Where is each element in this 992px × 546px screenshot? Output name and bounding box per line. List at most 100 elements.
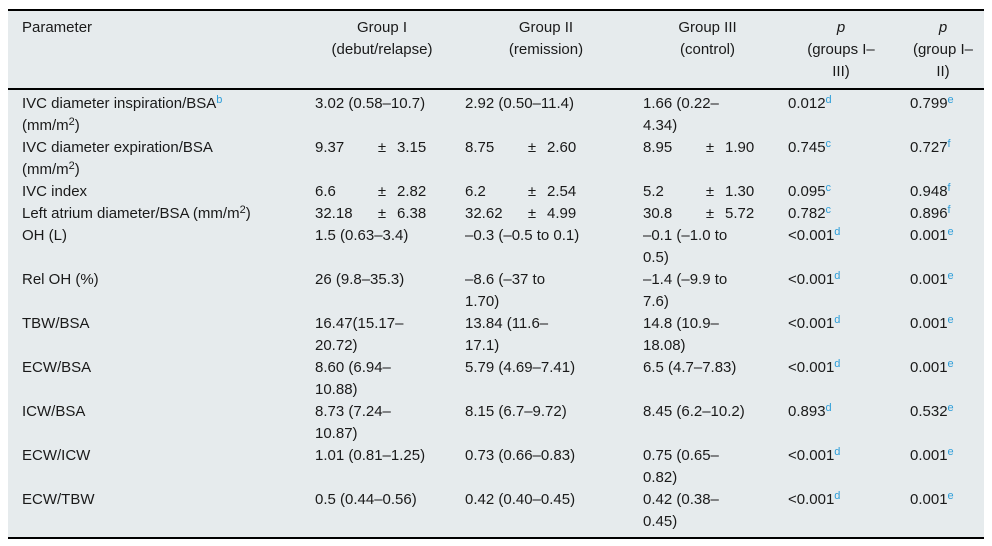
cell-group-iii: –0.1 (–1.0 to 0.5) — [643, 227, 728, 266]
table-row: TBW/BSA 16.47(15.17– 20.72) 13.84 (11.6– 17.… — [8, 313, 984, 357]
cell-group-ii: 5.79 (4.69–7.41) — [465, 359, 576, 376]
cell-parameter: Rel OH (%) — [22, 271, 99, 288]
footnote-link[interactable]: e — [947, 358, 954, 371]
footnote-link[interactable]: c — [825, 204, 832, 217]
plus-minus: ± — [377, 183, 387, 200]
cell-group-i: 1.01 (0.81–1.25) — [315, 447, 426, 464]
cell-p-groups-i-iii: 0.893d — [788, 402, 832, 420]
cell-group-i: 8.73 (7.24– 10.87) — [315, 403, 391, 442]
cell-group-ii: –0.3 (–0.5 to 0.1) — [465, 227, 580, 244]
cell-p-group-i-ii: 0.532e — [910, 402, 954, 420]
cell-p-groups-i-iii: <0.001d — [788, 226, 841, 244]
footnote-link[interactable]: c — [825, 138, 832, 151]
exponent: 2 — [68, 116, 75, 129]
cell-p-group-i-ii: 0.001e — [910, 490, 954, 508]
table-row: IVC diameter expiration/BSA (mm/m2) 9.37 ±3… — [8, 137, 984, 181]
footnote-link[interactable]: e — [947, 270, 954, 283]
table-row: ECW/ICW 1.01 (0.81–1.25) 0.73 (0.66–0.83) 0… — [8, 445, 984, 489]
table-row: IVC diameter inspiration/BSAb (mm/m2) 3.02… — [8, 89, 984, 137]
table-body: IVC diameter inspiration/BSAb (mm/m2) 3.02… — [8, 89, 984, 538]
table-row: Rel OH (%) 26 (9.8–35.3) –8.6 (–37 to 1.70)… — [8, 269, 984, 313]
cell-p-group-i-ii: 0.001e — [910, 314, 954, 332]
cell-group-i: 8.60 (6.94– 10.88) — [315, 359, 391, 398]
footnote-link[interactable]: e — [947, 226, 954, 239]
header-group-iii: Group III (control) — [635, 10, 780, 90]
header-p-groups-i-iii: p (groups I– III) — [780, 10, 902, 90]
table-row: ECW/BSA 8.60 (6.94– 10.88) 5.79 (4.69–7.41)… — [8, 357, 984, 401]
cell-group-ii: –8.6 (–37 to 1.70) — [465, 271, 546, 310]
table-row: OH (L) 1.5 (0.63–3.4) –0.3 (–0.5 to 0.1) –0… — [8, 225, 984, 269]
footnote-link[interactable]: f — [947, 182, 951, 195]
footnote-link[interactable]: e — [947, 402, 954, 415]
results-table: Parameter Group I (debut/relapse) Group I… — [8, 9, 984, 539]
header-group-ii: Group II (remission) — [457, 10, 635, 90]
cell-group-iii: 8.45 (6.2–10.2) — [643, 403, 745, 420]
footnote-link[interactable]: d — [834, 358, 841, 371]
footnote-link[interactable]: d — [834, 314, 841, 327]
footnote-link[interactable]: c — [825, 182, 832, 195]
cell-group-iii: 14.8 (10.9– 18.08) — [643, 315, 719, 354]
cell-group-ii: 32.62 ±4.99 — [457, 203, 635, 225]
header-parameter: Parameter — [8, 10, 307, 90]
cell-parameter: IVC index — [22, 183, 88, 200]
footnote-link[interactable]: d — [834, 446, 841, 459]
footnote-link[interactable]: e — [947, 94, 954, 107]
exponent: 2 — [68, 160, 75, 173]
cell-group-i: 26 (9.8–35.3) — [315, 271, 405, 288]
cell-p-group-i-ii: 0.001e — [910, 226, 954, 244]
footnote-link[interactable]: f — [947, 138, 951, 151]
cell-p-group-i-ii: 0.001e — [910, 446, 954, 464]
cell-group-i: 0.5 (0.44–0.56) — [315, 491, 417, 508]
cell-group-iii: 6.5 (4.7–7.83) — [643, 359, 737, 376]
footnote-link[interactable]: e — [947, 490, 954, 503]
cell-parameter: ECW/TBW — [22, 491, 95, 508]
footnote-link[interactable]: b — [216, 94, 223, 107]
cell-p-groups-i-iii: <0.001d — [788, 270, 841, 288]
table-row: IVC index 6.6 ±2.82 6.2 ±2.54 5.2 ±1.30 0.095c 0… — [8, 181, 984, 203]
cell-p-groups-i-iii: <0.001d — [788, 358, 841, 376]
cell-group-iii: 8.95 ±1.90 — [635, 137, 780, 181]
cell-p-groups-i-iii: <0.001d — [788, 314, 841, 332]
cell-group-i: 16.47(15.17– 20.72) — [315, 315, 404, 354]
cell-p-group-i-ii: 0.896f — [910, 204, 951, 222]
table-row: Left atrium diameter/BSA (mm/m2) 32.18 ±6.… — [8, 203, 984, 225]
footnote-link[interactable]: e — [947, 314, 954, 327]
footnote-link[interactable]: d — [834, 226, 841, 239]
cell-parameter: IVC diameter expiration/BSA (mm/m2) — [22, 139, 213, 178]
plus-minus: ± — [377, 205, 387, 222]
footnote-link[interactable]: d — [834, 490, 841, 503]
cell-group-i: 6.6 ±2.82 — [307, 181, 457, 203]
cell-p-groups-i-iii: <0.001d — [788, 446, 841, 464]
cell-p-group-i-ii: 0.948f — [910, 182, 951, 200]
table-row: ECW/TBW 0.5 (0.44–0.56) 0.42 (0.40–0.45) 0.… — [8, 489, 984, 538]
footnote-link[interactable]: d — [834, 270, 841, 283]
footnote-link[interactable]: f — [947, 204, 951, 217]
cell-p-groups-i-iii: 0.745c — [788, 138, 832, 156]
footnote-link[interactable]: e — [947, 446, 954, 459]
cell-parameter: ECW/ICW — [22, 447, 91, 464]
cell-p-group-i-ii: 0.001e — [910, 270, 954, 288]
exponent: 2 — [239, 204, 246, 217]
cell-group-iii: –1.4 (–9.9 to 7.6) — [643, 271, 728, 310]
cell-p-groups-i-iii: 0.095c — [788, 182, 832, 200]
cell-parameter: TBW/BSA — [22, 315, 90, 332]
cell-parameter: ECW/BSA — [22, 359, 92, 376]
cell-group-iii: 1.66 (0.22– 4.34) — [643, 95, 719, 134]
cell-group-ii: 8.75 ±2.60 — [457, 137, 635, 181]
table-row: ICW/BSA 8.73 (7.24– 10.87) 8.15 (6.7–9.72) 8… — [8, 401, 984, 445]
footnote-link[interactable]: d — [825, 402, 832, 415]
cell-group-ii: 6.2 ±2.54 — [457, 181, 635, 203]
plus-minus: ± — [527, 139, 537, 156]
cell-group-ii: 0.42 (0.40–0.45) — [465, 491, 576, 508]
cell-group-iii: 30.8 ±5.72 — [635, 203, 780, 225]
footnote-link[interactable]: d — [825, 94, 832, 107]
cell-group-ii: 0.73 (0.66–0.83) — [465, 447, 576, 464]
cell-group-iii: 0.42 (0.38– 0.45) — [643, 491, 719, 530]
cell-p-groups-i-iii: 0.782c — [788, 204, 832, 222]
cell-p-group-i-ii: 0.727f — [910, 138, 951, 156]
cell-group-iii: 5.2 ±1.30 — [635, 181, 780, 203]
cell-p-groups-i-iii: 0.012d — [788, 94, 832, 112]
cell-group-i: 3.02 (0.58–10.7) — [315, 95, 426, 112]
cell-parameter: OH (L) — [22, 227, 67, 244]
header-row: Parameter Group I (debut/relapse) Group I… — [8, 10, 984, 90]
